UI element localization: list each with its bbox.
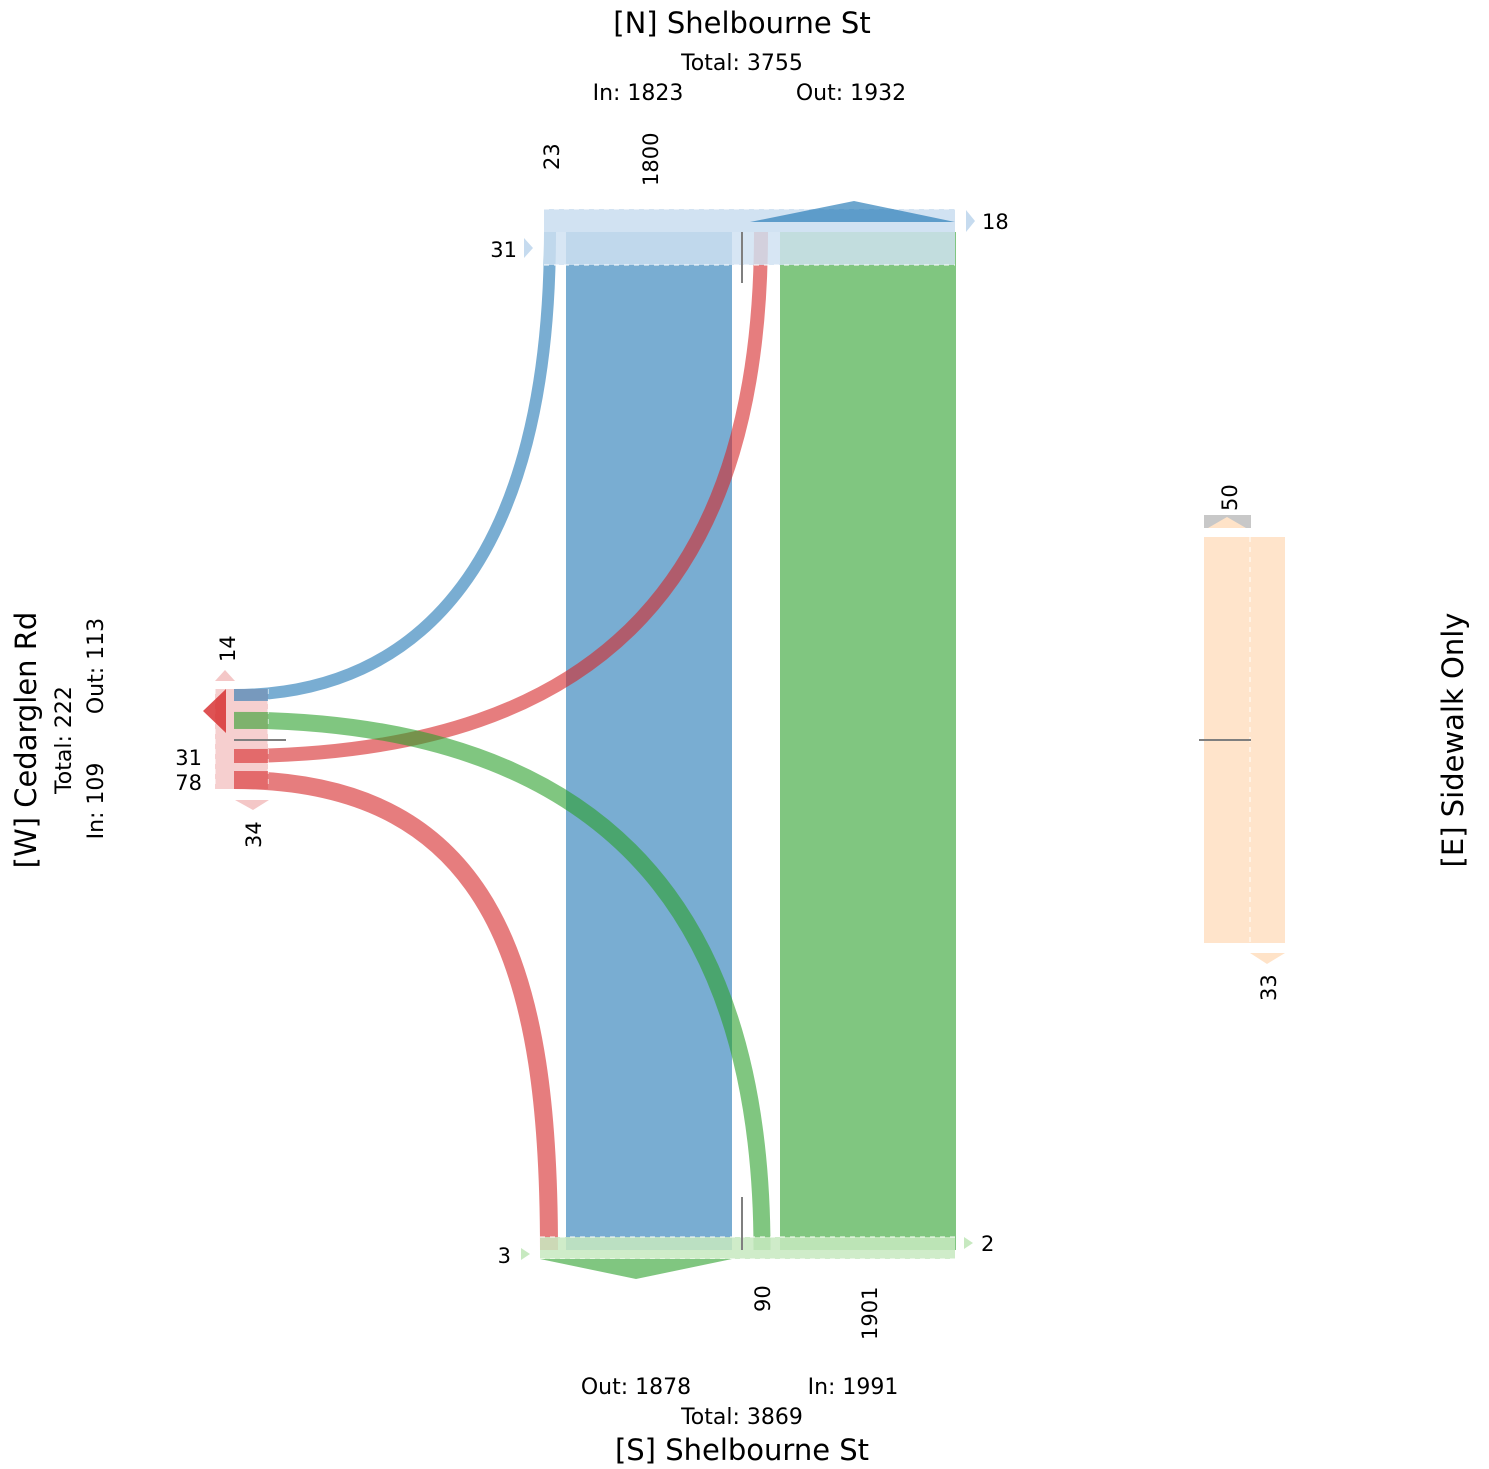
south-left-label: 90 xyxy=(751,1285,775,1312)
north-through-label: 1800 xyxy=(639,133,663,186)
south-to-west-flow xyxy=(233,711,771,1251)
south-out-arrow xyxy=(540,1259,732,1279)
east-bottom-arrow xyxy=(1250,953,1285,964)
west-bottom-arrow xyxy=(235,800,269,810)
north-out: Out: 1932 xyxy=(796,81,906,106)
north-left-label: 23 xyxy=(540,143,564,170)
north-uturn-left-arrow xyxy=(524,238,533,258)
west-bottom-label: 34 xyxy=(242,821,266,848)
north-approach-name: [N] Shelbourne St xyxy=(613,6,870,40)
north-through-band xyxy=(566,232,732,1250)
west-out-flow-stub-red-2 xyxy=(234,771,268,789)
east-approach-name: [E] Sidewalk Only xyxy=(1436,613,1470,868)
east-bottom-label: 33 xyxy=(1257,974,1281,1001)
west-in: In: 109 xyxy=(84,763,109,840)
west-total: Total: 222 xyxy=(52,686,77,795)
west-in-flow-stub-blue xyxy=(234,689,268,701)
south-in: In: 1991 xyxy=(808,1375,899,1400)
north-in: In: 1823 xyxy=(593,81,684,106)
north-total: Total: 3755 xyxy=(680,51,803,76)
north-to-west-flow xyxy=(233,231,556,701)
west-out-flow-stub-red-1 xyxy=(234,749,268,763)
south-uturn-left-label: 3 xyxy=(498,1244,511,1268)
east-top-label: 50 xyxy=(1218,484,1242,511)
west-out-arrow xyxy=(203,689,226,733)
south-uturn-right-label: 2 xyxy=(981,1232,994,1256)
south-approach-bar xyxy=(540,1237,955,1259)
north-uturn-right-label: 18 xyxy=(982,210,1009,234)
south-out: Out: 1878 xyxy=(581,1375,691,1400)
west-to-south-flow xyxy=(233,771,558,1251)
north-uturn-right-arrow xyxy=(966,210,975,232)
west-left-turn-label: 31 xyxy=(175,746,202,770)
north-bar-bottom-strip xyxy=(544,232,955,265)
north-out-arrow xyxy=(750,201,955,222)
south-uturn-right-arrow xyxy=(964,1237,973,1249)
north-uturn-left-label: 31 xyxy=(490,238,517,262)
west-approach-name: [W] Cedarglen Rd xyxy=(9,612,43,869)
west-right-turn-label: 78 xyxy=(175,771,202,795)
west-in-flow-stub-green xyxy=(234,712,268,729)
west-out: Out: 113 xyxy=(84,618,109,714)
east-top-arrow xyxy=(1208,517,1246,528)
west-top-arrow xyxy=(215,670,235,681)
south-through-band xyxy=(780,232,956,1250)
south-through-label: 1901 xyxy=(858,1287,882,1340)
south-approach-name: [S] Shelbourne St xyxy=(615,1433,869,1467)
west-top-label: 14 xyxy=(216,635,240,662)
west-to-north-flow xyxy=(233,231,768,763)
south-total: Total: 3869 xyxy=(680,1405,803,1430)
south-uturn-left-arrow xyxy=(521,1248,530,1260)
